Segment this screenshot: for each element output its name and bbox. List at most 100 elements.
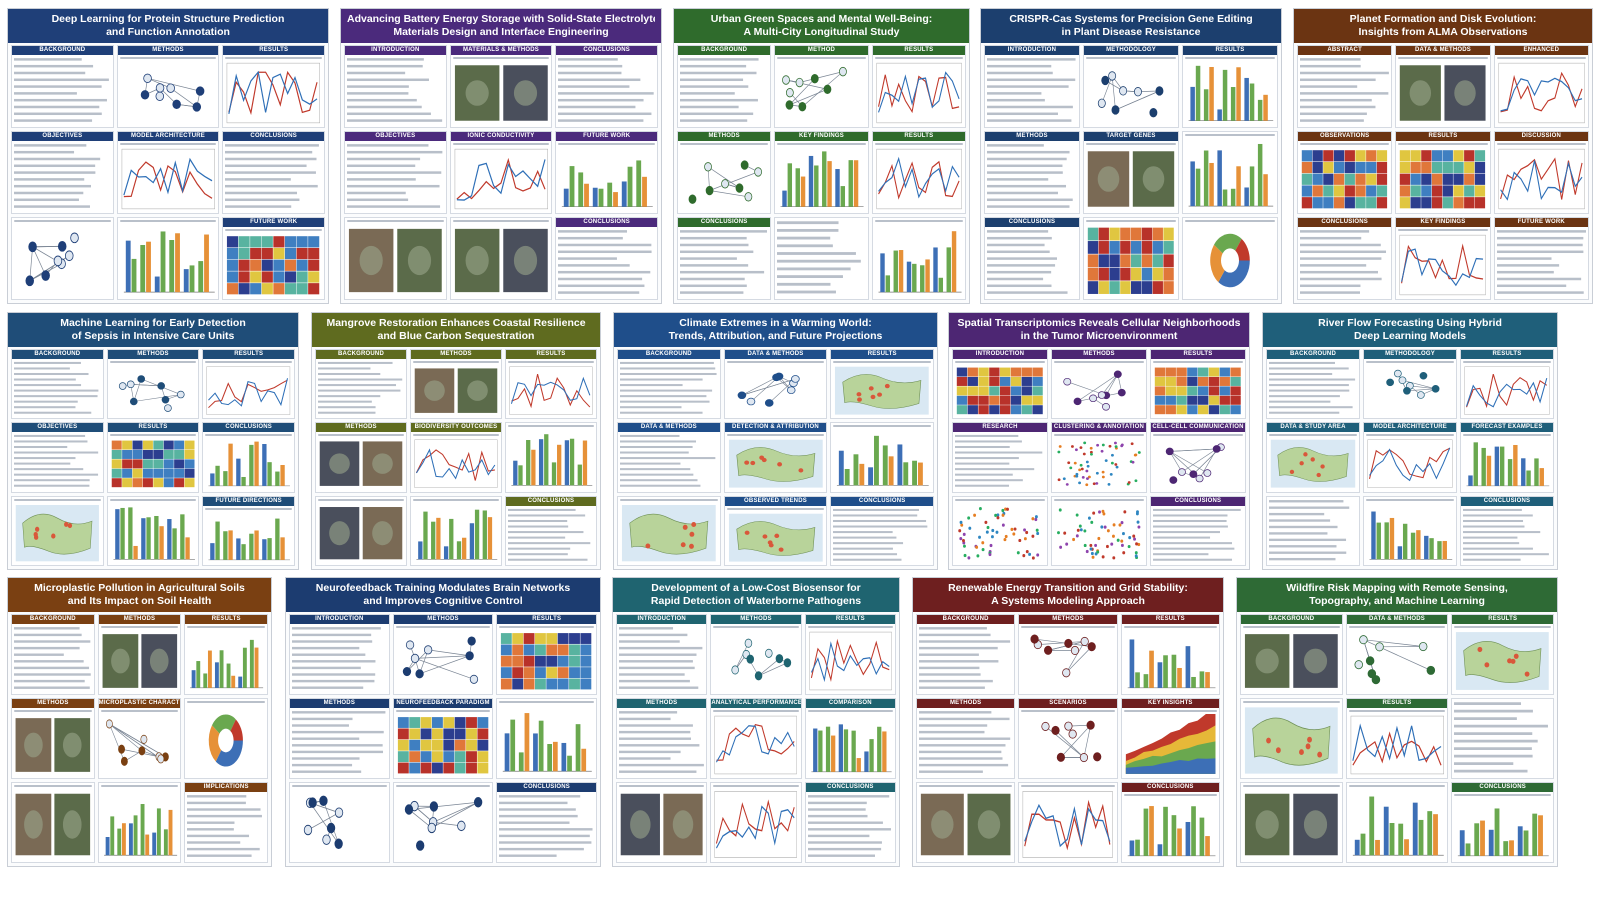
poster-section: RESEARCH bbox=[952, 422, 1048, 493]
poster-thumbnail[interactable]: Climate Extremes in a Warming World: Tren… bbox=[613, 312, 938, 570]
poster-column: RESULTS CONCLUSIONS FUTURE WORK bbox=[222, 45, 326, 300]
line-figure bbox=[1399, 234, 1487, 296]
bar-figure bbox=[562, 160, 654, 208]
poster-section: CONCLUSIONS bbox=[555, 217, 659, 300]
section-header: METHODS bbox=[12, 699, 94, 708]
poster-section: TARGET GENES bbox=[1083, 131, 1179, 214]
bar-figure bbox=[1127, 639, 1216, 689]
poster-section: CONCLUSIONS bbox=[1460, 495, 1554, 566]
poster-thumbnail[interactable]: Development of a Low-Cost Biosensor for R… bbox=[612, 577, 900, 867]
poster-section: BACKGROUND bbox=[1266, 349, 1360, 420]
poster-section bbox=[496, 698, 598, 779]
poster-column: BACKGROUND METHODS bbox=[916, 614, 1016, 863]
section-header: CONCLUSIONS bbox=[805, 783, 895, 792]
poster-section: MODEL ARCHITECTURE bbox=[1363, 422, 1457, 493]
section-header: RESULTS bbox=[1346, 699, 1448, 708]
poster-section: OBSERVED TRENDS bbox=[723, 495, 828, 566]
poster-title: Planet Formation and Disk Evolution: Insi… bbox=[1294, 9, 1592, 43]
poster-section: RESULTS bbox=[1345, 698, 1449, 779]
text-figure bbox=[987, 144, 1073, 208]
poster-column: INTRODUCTION METHODS bbox=[289, 614, 390, 863]
section-header: BACKGROUND bbox=[678, 46, 771, 55]
heat-figure bbox=[1087, 227, 1174, 294]
poster-section: METHODS bbox=[1018, 614, 1118, 695]
bar-figure bbox=[837, 436, 930, 486]
section-header: FUTURE DIRECTIONS bbox=[203, 496, 295, 506]
poster-section: DETECTION & ATTRIBUTION bbox=[723, 422, 828, 493]
poster-thumbnail[interactable]: CRISPR-Cas Systems for Precision Gene Ed… bbox=[980, 8, 1282, 304]
poster-section: CONCLUSIONS bbox=[984, 217, 1080, 300]
poster-title-line: of Sepsis in Intensive Care Units bbox=[71, 330, 235, 342]
heat-figure bbox=[1154, 367, 1241, 415]
section-header: BIODIVERSITY OUTCOMES bbox=[411, 423, 501, 433]
text-figure bbox=[347, 58, 443, 122]
section-header: RESULTS bbox=[1151, 350, 1245, 359]
section-header: METHODS bbox=[98, 615, 181, 624]
section-header: RESULTS bbox=[872, 46, 965, 55]
line-figure bbox=[714, 791, 798, 858]
donut-figure bbox=[1210, 233, 1250, 288]
text-figure bbox=[620, 435, 716, 488]
poster-section bbox=[1051, 495, 1147, 566]
poster-title: Deep Learning for Protein Structure Pred… bbox=[8, 9, 328, 43]
poster-thumbnail[interactable]: Microplastic Pollution in Agricultural S… bbox=[7, 577, 272, 867]
poster-title: Spatial Transcriptomics Reveals Cellular… bbox=[949, 313, 1249, 347]
poster-thumbnail[interactable]: Planet Formation and Disk Evolution: Insi… bbox=[1293, 8, 1593, 304]
poster-section bbox=[392, 782, 494, 863]
poster-section: RESULTS bbox=[1460, 349, 1554, 420]
poster-thumbnail[interactable]: Spatial Transcriptomics Reveals Cellular… bbox=[948, 312, 1250, 570]
section-header: FUTURE WORK bbox=[1494, 218, 1588, 227]
poster-section: BACKGROUND bbox=[11, 614, 95, 695]
poster-title: Development of a Low-Cost Biosensor for R… bbox=[613, 578, 899, 612]
poster-section: BACKGROUND bbox=[617, 349, 721, 420]
poster-section: RESULTS bbox=[505, 349, 597, 420]
section-header: METHODS bbox=[117, 46, 219, 55]
poster-title: River Flow Forecasting Using Hybrid Deep … bbox=[1263, 313, 1557, 347]
poster-section bbox=[1018, 782, 1118, 863]
poster-body: BACKGROUND DATA & METHODS RESULTS RESULTS CO… bbox=[1240, 614, 1555, 863]
poster-thumbnail[interactable]: Advancing Battery Energy Storage with So… bbox=[340, 8, 662, 304]
section-header: OBJECTIVES bbox=[345, 132, 446, 141]
poster-title-line: Deep Learning Models bbox=[1353, 330, 1467, 342]
poster-section: RESULTS bbox=[1120, 614, 1220, 695]
poster-thumbnail[interactable]: Renewable Energy Transition and Grid Sta… bbox=[912, 577, 1224, 867]
section-header: RESULTS bbox=[1461, 350, 1553, 359]
poster-thumbnail[interactable]: Urban Green Spaces and Mental Well-Being… bbox=[673, 8, 970, 304]
poster-thumbnail[interactable]: River Flow Forecasting Using Hybrid Deep … bbox=[1262, 312, 1558, 570]
poster-thumbnail[interactable]: Wildfire Risk Mapping with Remote Sensin… bbox=[1236, 577, 1558, 867]
section-header: CONCLUSIONS bbox=[1461, 496, 1553, 506]
heat-figure bbox=[111, 440, 195, 488]
bar-figure bbox=[1466, 442, 1550, 487]
poster-section: DATA & METHODS bbox=[1395, 45, 1491, 128]
poster-thumbnail[interactable]: Machine Learning for Early Detection of S… bbox=[7, 312, 299, 570]
section-header: CONCLUSIONS bbox=[1121, 783, 1219, 792]
poster-section: KEY FINDINGS bbox=[1395, 217, 1491, 300]
poster-section: METHODS bbox=[97, 614, 182, 695]
poster-section: CONCLUSIONS bbox=[804, 782, 896, 863]
poster-title-line: Topography, and Machine Learning bbox=[1309, 595, 1485, 607]
bar-figure bbox=[1458, 808, 1550, 857]
poster-column: MATERIALS & METHODS IONIC CONDUCTIVITY bbox=[449, 45, 553, 300]
text-figure bbox=[619, 711, 704, 773]
poster-section: IMPLICATIONS bbox=[184, 782, 269, 863]
poster-thumbnail[interactable]: Deep Learning for Protein Structure Pred… bbox=[7, 8, 329, 304]
section-header: SCENARIOS bbox=[1019, 699, 1117, 708]
section-header: METHODS bbox=[985, 132, 1079, 141]
poster-thumbnail[interactable]: Neurofeedback Training Modulates Brain N… bbox=[285, 577, 601, 867]
poster-column: DATA & METHODS RESULTS bbox=[1345, 614, 1449, 863]
line-figure bbox=[454, 148, 548, 210]
line-figure bbox=[1464, 366, 1550, 415]
poster-body: BACKGROUND DATA & STUDY AREA METHODOLOGY MO… bbox=[1266, 349, 1554, 566]
section-header: METHODS bbox=[411, 350, 501, 359]
poster-body: BACKGROUND OBJECTIVES METHODS RESULTS RESULT… bbox=[11, 349, 296, 566]
poster-column: BACKGROUND DATA & STUDY AREA bbox=[1266, 349, 1360, 566]
poster-section: OBSERVATIONS bbox=[1297, 131, 1393, 214]
poster-section: METHODS bbox=[315, 422, 407, 493]
poster-section: CONCLUSIONS bbox=[555, 45, 659, 128]
text-figure bbox=[14, 144, 101, 208]
poster-body: ABSTRACT OBSERVATIONS CONCLUSIONS DATA & ME… bbox=[1297, 45, 1589, 300]
poster-column: METHODS RESULTS bbox=[106, 349, 200, 566]
poster-section: METHODS bbox=[11, 698, 95, 779]
text-figure bbox=[987, 230, 1068, 294]
poster-thumbnail[interactable]: Mangrove Restoration Enhances Coastal Re… bbox=[311, 312, 601, 570]
